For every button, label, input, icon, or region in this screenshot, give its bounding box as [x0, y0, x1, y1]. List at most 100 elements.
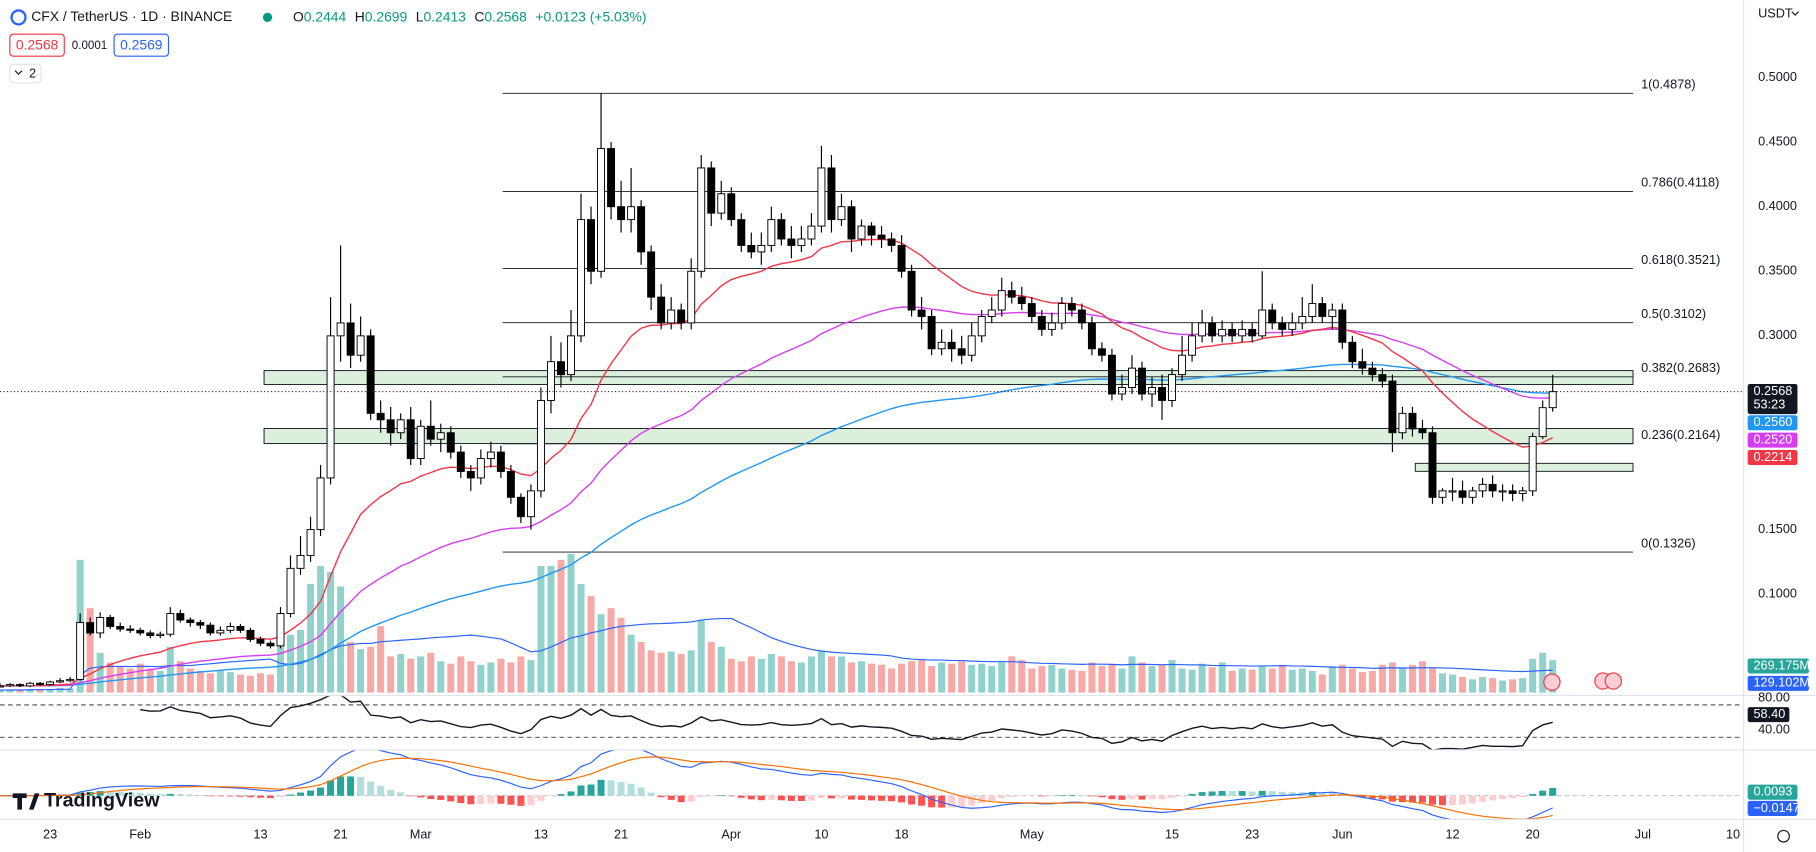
macd-histogram	[1539, 790, 1547, 796]
candle-body	[366, 335, 375, 414]
symbol-icon[interactable]	[10, 9, 27, 26]
x-tick-label: Jun	[1332, 826, 1353, 841]
candle-body	[1438, 490, 1447, 498]
candle-body	[306, 529, 315, 556]
candle-body	[717, 193, 726, 214]
volume-bar	[1539, 652, 1547, 693]
event-icon[interactable]	[1604, 672, 1623, 690]
candle-body	[26, 682, 35, 687]
macd-histogram	[437, 795, 445, 800]
candle-body	[266, 642, 275, 647]
macd-histogram	[547, 795, 555, 797]
volume-bar	[437, 661, 445, 693]
macd-histogram	[367, 781, 375, 796]
candle-body	[747, 244, 756, 253]
indicators-count[interactable]: 2	[29, 66, 36, 81]
macd-histogram	[1439, 795, 1447, 806]
candle-body	[216, 629, 225, 634]
macd-histogram	[1519, 795, 1527, 798]
market-status[interactable]	[262, 12, 273, 23]
candle-body	[767, 219, 776, 246]
buy-button[interactable]	[113, 33, 170, 57]
volume-bar	[457, 656, 465, 693]
ohlc-key: O	[293, 8, 304, 24]
macd-histogram	[557, 794, 565, 796]
candle-body	[126, 628, 135, 631]
volume-bar	[397, 654, 405, 693]
sell-button[interactable]	[9, 33, 65, 57]
candle-body	[1298, 316, 1307, 324]
settings-icon[interactable]	[1777, 829, 1790, 843]
macd-histogram	[627, 783, 635, 796]
volume-bar	[978, 663, 986, 693]
macd-histogram	[918, 795, 926, 806]
macd-histogram	[497, 795, 505, 804]
x-tick-label: 23	[1245, 826, 1259, 841]
macd-histogram	[507, 795, 515, 805]
volume-bar	[617, 617, 625, 693]
macd-histogram	[717, 795, 725, 796]
buy-price[interactable]: 0.2569	[120, 36, 163, 52]
candle-body	[1268, 309, 1277, 324]
volume-bar	[817, 650, 825, 693]
candle-body	[1538, 407, 1547, 438]
event-icon[interactable]	[1543, 673, 1561, 691]
macd-histogram	[166, 793, 174, 796]
candle-body	[286, 567, 295, 615]
candle-body	[516, 496, 525, 518]
volume-bar	[1489, 678, 1497, 693]
volume-bar	[1218, 662, 1226, 693]
macd-histogram	[467, 795, 475, 805]
x-tick-label: Feb	[129, 826, 151, 841]
symbol-title[interactable]: CFX / TetherUS · 1D · BINANCE	[31, 8, 232, 24]
currency[interactable]: USDT	[1758, 5, 1793, 20]
macd-histogram	[657, 795, 665, 798]
x-tick-label: Mar	[410, 826, 433, 841]
macd-histogram	[256, 795, 264, 798]
volume-bar	[1168, 660, 1176, 693]
macd-histogram	[307, 790, 315, 796]
macd-tag-label: 0.0093	[1753, 784, 1792, 799]
candle-body	[1548, 391, 1557, 409]
indicators-toggle[interactable]	[9, 63, 42, 84]
macd-histogram	[337, 776, 345, 796]
volume-bar	[1439, 673, 1447, 693]
macd-histogram	[96, 791, 104, 796]
macd-tag	[1747, 800, 1798, 816]
volume-bar	[1338, 664, 1346, 693]
volume-bar	[6, 689, 14, 693]
volume-bar	[958, 661, 966, 693]
macd-histogram	[1529, 793, 1537, 796]
sell-price[interactable]: 0.2568	[16, 36, 59, 52]
candle-body	[1388, 380, 1397, 434]
macd-histogram	[1418, 795, 1426, 803]
volume-bar	[1449, 674, 1457, 693]
candle-body	[1468, 490, 1477, 498]
volume-bar	[747, 656, 755, 693]
volume-bar	[767, 654, 775, 693]
x-tick-label: 13	[534, 826, 548, 841]
volume-bar	[998, 662, 1006, 693]
candle-body	[907, 270, 916, 311]
candle-body	[16, 684, 25, 687]
macd-histogram	[457, 795, 465, 804]
fib-label: 0.236(0.2164)	[1641, 427, 1720, 442]
volume-bar	[577, 584, 585, 693]
candle-body	[777, 219, 786, 240]
macd-histogram	[928, 795, 936, 808]
volume-tag-label: 129.102M	[1753, 675, 1810, 690]
brand-logo[interactable]: TradingView	[12, 790, 160, 812]
candle-body	[396, 419, 405, 434]
volume-bar	[1078, 670, 1086, 693]
candle-body	[136, 629, 145, 634]
candle-body	[1518, 490, 1527, 494]
macd-histogram	[1499, 795, 1507, 800]
macd-histogram	[1228, 791, 1236, 796]
volume-bar	[1248, 669, 1256, 693]
macd-histogram	[136, 792, 144, 796]
volume-bar	[687, 650, 695, 693]
candle-body	[997, 290, 1006, 311]
volume-bar	[337, 586, 345, 693]
volume-bar	[156, 670, 164, 693]
macd-histogram	[1118, 795, 1126, 800]
